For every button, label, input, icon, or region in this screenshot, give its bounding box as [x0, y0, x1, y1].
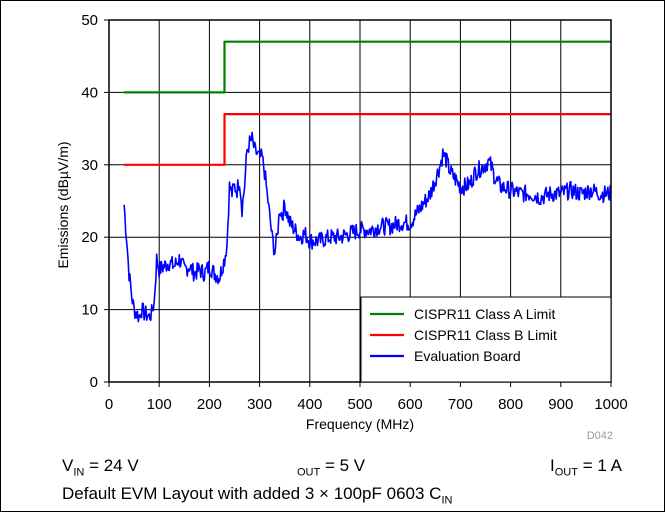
- y-axis-title: Emissions (dBµV/m): [55, 141, 71, 268]
- iout-condition: IOUT = 1 A: [550, 456, 622, 479]
- legend-label-1: CISPR11 Class A Limit: [414, 306, 555, 322]
- vin-condition: VIN = 24 V: [62, 456, 139, 479]
- y-tick-label: 50: [81, 12, 98, 29]
- legend-label-3: Evaluation Board: [414, 348, 521, 364]
- series-line-3: [123, 131, 612, 323]
- x-tick-label: 800: [498, 396, 523, 413]
- y-tick-label: 0: [90, 374, 98, 391]
- x-axis-title: Frequency (MHz): [306, 416, 414, 432]
- x-tick-label: 200: [197, 396, 222, 413]
- x-tick-labels: 0 100 200 300 400 500 600 700 800 900 1000: [105, 396, 628, 413]
- y-tick-label: 20: [81, 229, 98, 246]
- series-line-1: [124, 40, 611, 94]
- figure-code: D042: [587, 430, 613, 442]
- layout-note: Default EVM Layout with added 3 × 100pF …: [62, 484, 453, 507]
- x-tick-label: 1000: [594, 396, 627, 413]
- x-tick-label: 0: [105, 396, 113, 413]
- y-tick-label: 30: [81, 157, 98, 174]
- y-tick-label: 10: [81, 302, 98, 319]
- x-tick-label: 900: [548, 396, 573, 413]
- x-tick-label: 400: [297, 396, 322, 413]
- series-line-2: [124, 112, 611, 166]
- legend-box: [360, 296, 612, 383]
- y-tick-labels: 0 10 20 30 40 50: [81, 12, 98, 391]
- legend-label-2: CISPR11 Class B Limit: [414, 327, 557, 343]
- x-tick-label: 500: [347, 396, 372, 413]
- x-tick-label: 100: [147, 396, 172, 413]
- tick-marks: [104, 19, 612, 387]
- vout-condition: OUT = 5 V: [297, 456, 366, 479]
- y-tick-label: 40: [81, 84, 98, 101]
- x-tick-label: 700: [448, 396, 473, 413]
- legend: CISPR11 Class A Limit CISPR11 Class B Lim…: [360, 296, 612, 383]
- x-tick-label: 300: [247, 396, 272, 413]
- series-group: [123, 40, 612, 323]
- x-tick-label: 600: [398, 396, 423, 413]
